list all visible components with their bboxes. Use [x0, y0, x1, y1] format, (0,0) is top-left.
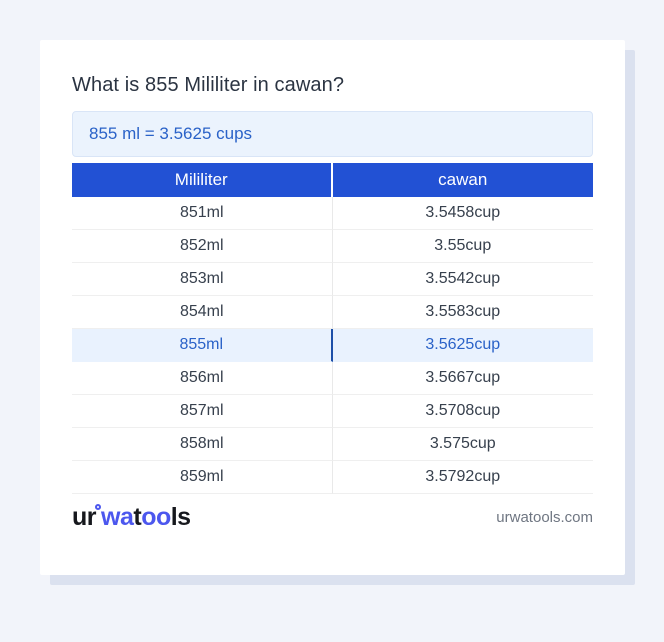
table-row: 853ml 3.5542cup: [72, 263, 593, 296]
mililiter-cell: 858ml: [72, 428, 333, 461]
mililiter-cell: 859ml: [72, 461, 333, 494]
cawan-cell: 3.5583cup: [332, 296, 593, 329]
footer: ur watools urwatools.com: [72, 502, 593, 532]
cawan-cell: 3.55cup: [332, 230, 593, 263]
table-row: 859ml 3.5792cup: [72, 461, 593, 494]
logo-part-ur: ur: [72, 503, 97, 531]
logo-part-oo: oo: [141, 503, 171, 531]
table-row: 852ml 3.55cup: [72, 230, 593, 263]
mililiter-cell: 853ml: [72, 263, 333, 296]
table-row: 855ml 3.5625cup: [72, 329, 593, 362]
table-row: 854ml 3.5583cup: [72, 296, 593, 329]
conversion-table-header: Mililiter cawan: [72, 163, 593, 197]
table-header-mililiter: Mililiter: [72, 163, 333, 197]
logo-part-wa: wa: [101, 503, 134, 531]
mililiter-cell: 857ml: [72, 395, 333, 428]
cawan-cell: 3.5708cup: [332, 395, 593, 428]
conversion-table-body: 851ml 3.5458cup 852ml 3.55cup 853ml 3.5542cup…: [72, 197, 593, 494]
domain-text: urwatools.com: [496, 508, 593, 526]
mililiter-cell: 856ml: [72, 362, 333, 395]
mililiter-cell: 852ml: [72, 230, 333, 263]
cawan-cell: 3.5667cup: [332, 362, 593, 395]
page-background: { "page": { "title": "What is 855 Milili…: [0, 40, 664, 642]
mililiter-cell: 855ml: [72, 329, 333, 362]
brand-logo[interactable]: ur watools: [72, 502, 191, 532]
mililiter-cell: 854ml: [72, 296, 333, 329]
mililiter-cell: 851ml: [72, 197, 333, 230]
conversion-table: Mililiter cawan 851ml 3.5458cup 852ml 3.55c…: [72, 163, 593, 494]
table-row: 856ml 3.5667cup: [72, 362, 593, 395]
cawan-cell: 3.5625cup: [332, 329, 593, 362]
result-box: 855 ml = 3.5625 cups: [72, 111, 593, 157]
result-text: 855 ml = 3.5625 cups: [89, 124, 253, 143]
header-row: Mililiter cawan: [72, 163, 593, 197]
table-header-cawan: cawan: [332, 163, 593, 197]
converter-card: What is 855 Mililiter in cawan? 855 ml =…: [40, 40, 625, 575]
logo-part-ls: ls: [170, 503, 191, 531]
cawan-cell: 3.575cup: [332, 428, 593, 461]
table-row: 857ml 3.5708cup: [72, 395, 593, 428]
cawan-cell: 3.5458cup: [332, 197, 593, 230]
logo-part-t: t: [133, 503, 142, 531]
page-title: What is 855 Mililiter in cawan?: [72, 74, 345, 96]
logo-ring-icon: [95, 504, 101, 510]
cawan-cell: 3.5792cup: [332, 461, 593, 494]
table-row: 851ml 3.5458cup: [72, 197, 593, 230]
table-row: 858ml 3.575cup: [72, 428, 593, 461]
cawan-cell: 3.5542cup: [332, 263, 593, 296]
